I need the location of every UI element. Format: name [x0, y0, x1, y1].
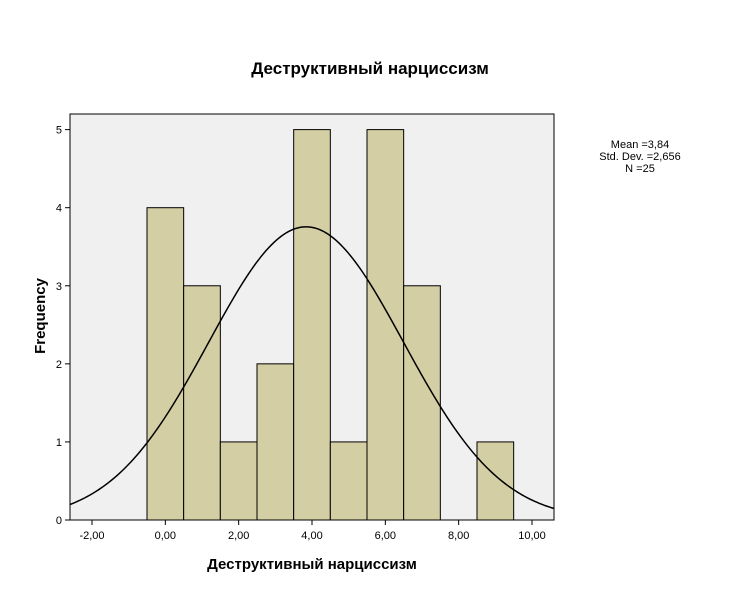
histogram-bar [183, 285, 221, 521]
x-tick-label: 8,00 [448, 530, 469, 542]
y-tick-label: 4 [56, 203, 62, 215]
histogram-bar [329, 441, 368, 521]
histogram-bar [476, 441, 515, 521]
y-tick-label: 3 [56, 281, 62, 293]
x-axis-label: Деструктивный нарциссизм [207, 556, 417, 573]
x-tick-label: 10,00 [518, 530, 546, 542]
y-axis-ticks: 0 1 2 3 4 5 [56, 125, 70, 527]
histogram-bar [219, 441, 258, 521]
x-tick-label: 2,00 [228, 530, 249, 542]
stat-std-dev: Std. Dev. =2,656 [599, 151, 681, 163]
histogram-bar [256, 363, 295, 521]
statistics-legend: Mean =3,84 Std. Dev. =2,656 N =25 [575, 139, 705, 175]
x-axis-ticks: -2,00 0,00 2,00 4,00 6,00 8,00 10,00 [79, 520, 546, 542]
x-tick-label: 6,00 [375, 530, 396, 542]
y-axis-label: Frequency [32, 277, 49, 354]
histogram-bar [403, 285, 441, 521]
bars-layer [146, 129, 515, 521]
histogram-bar [366, 129, 405, 521]
normal-curve [69, 226, 555, 510]
histogram-bar [146, 207, 185, 521]
stat-n: N =25 [625, 163, 655, 175]
x-tick-label: -2,00 [79, 530, 104, 542]
y-tick-label: 0 [56, 515, 62, 527]
chart-title: Деструктивный нарциссизм [251, 59, 489, 78]
stat-mean: Mean =3,84 [610, 139, 670, 151]
y-tick-label: 2 [56, 359, 62, 371]
y-tick-label: 5 [56, 125, 62, 137]
histogram-bar [293, 129, 331, 521]
x-tick-label: 0,00 [155, 530, 176, 542]
y-tick-label: 1 [56, 437, 62, 449]
x-tick-label: 4,00 [301, 530, 322, 542]
